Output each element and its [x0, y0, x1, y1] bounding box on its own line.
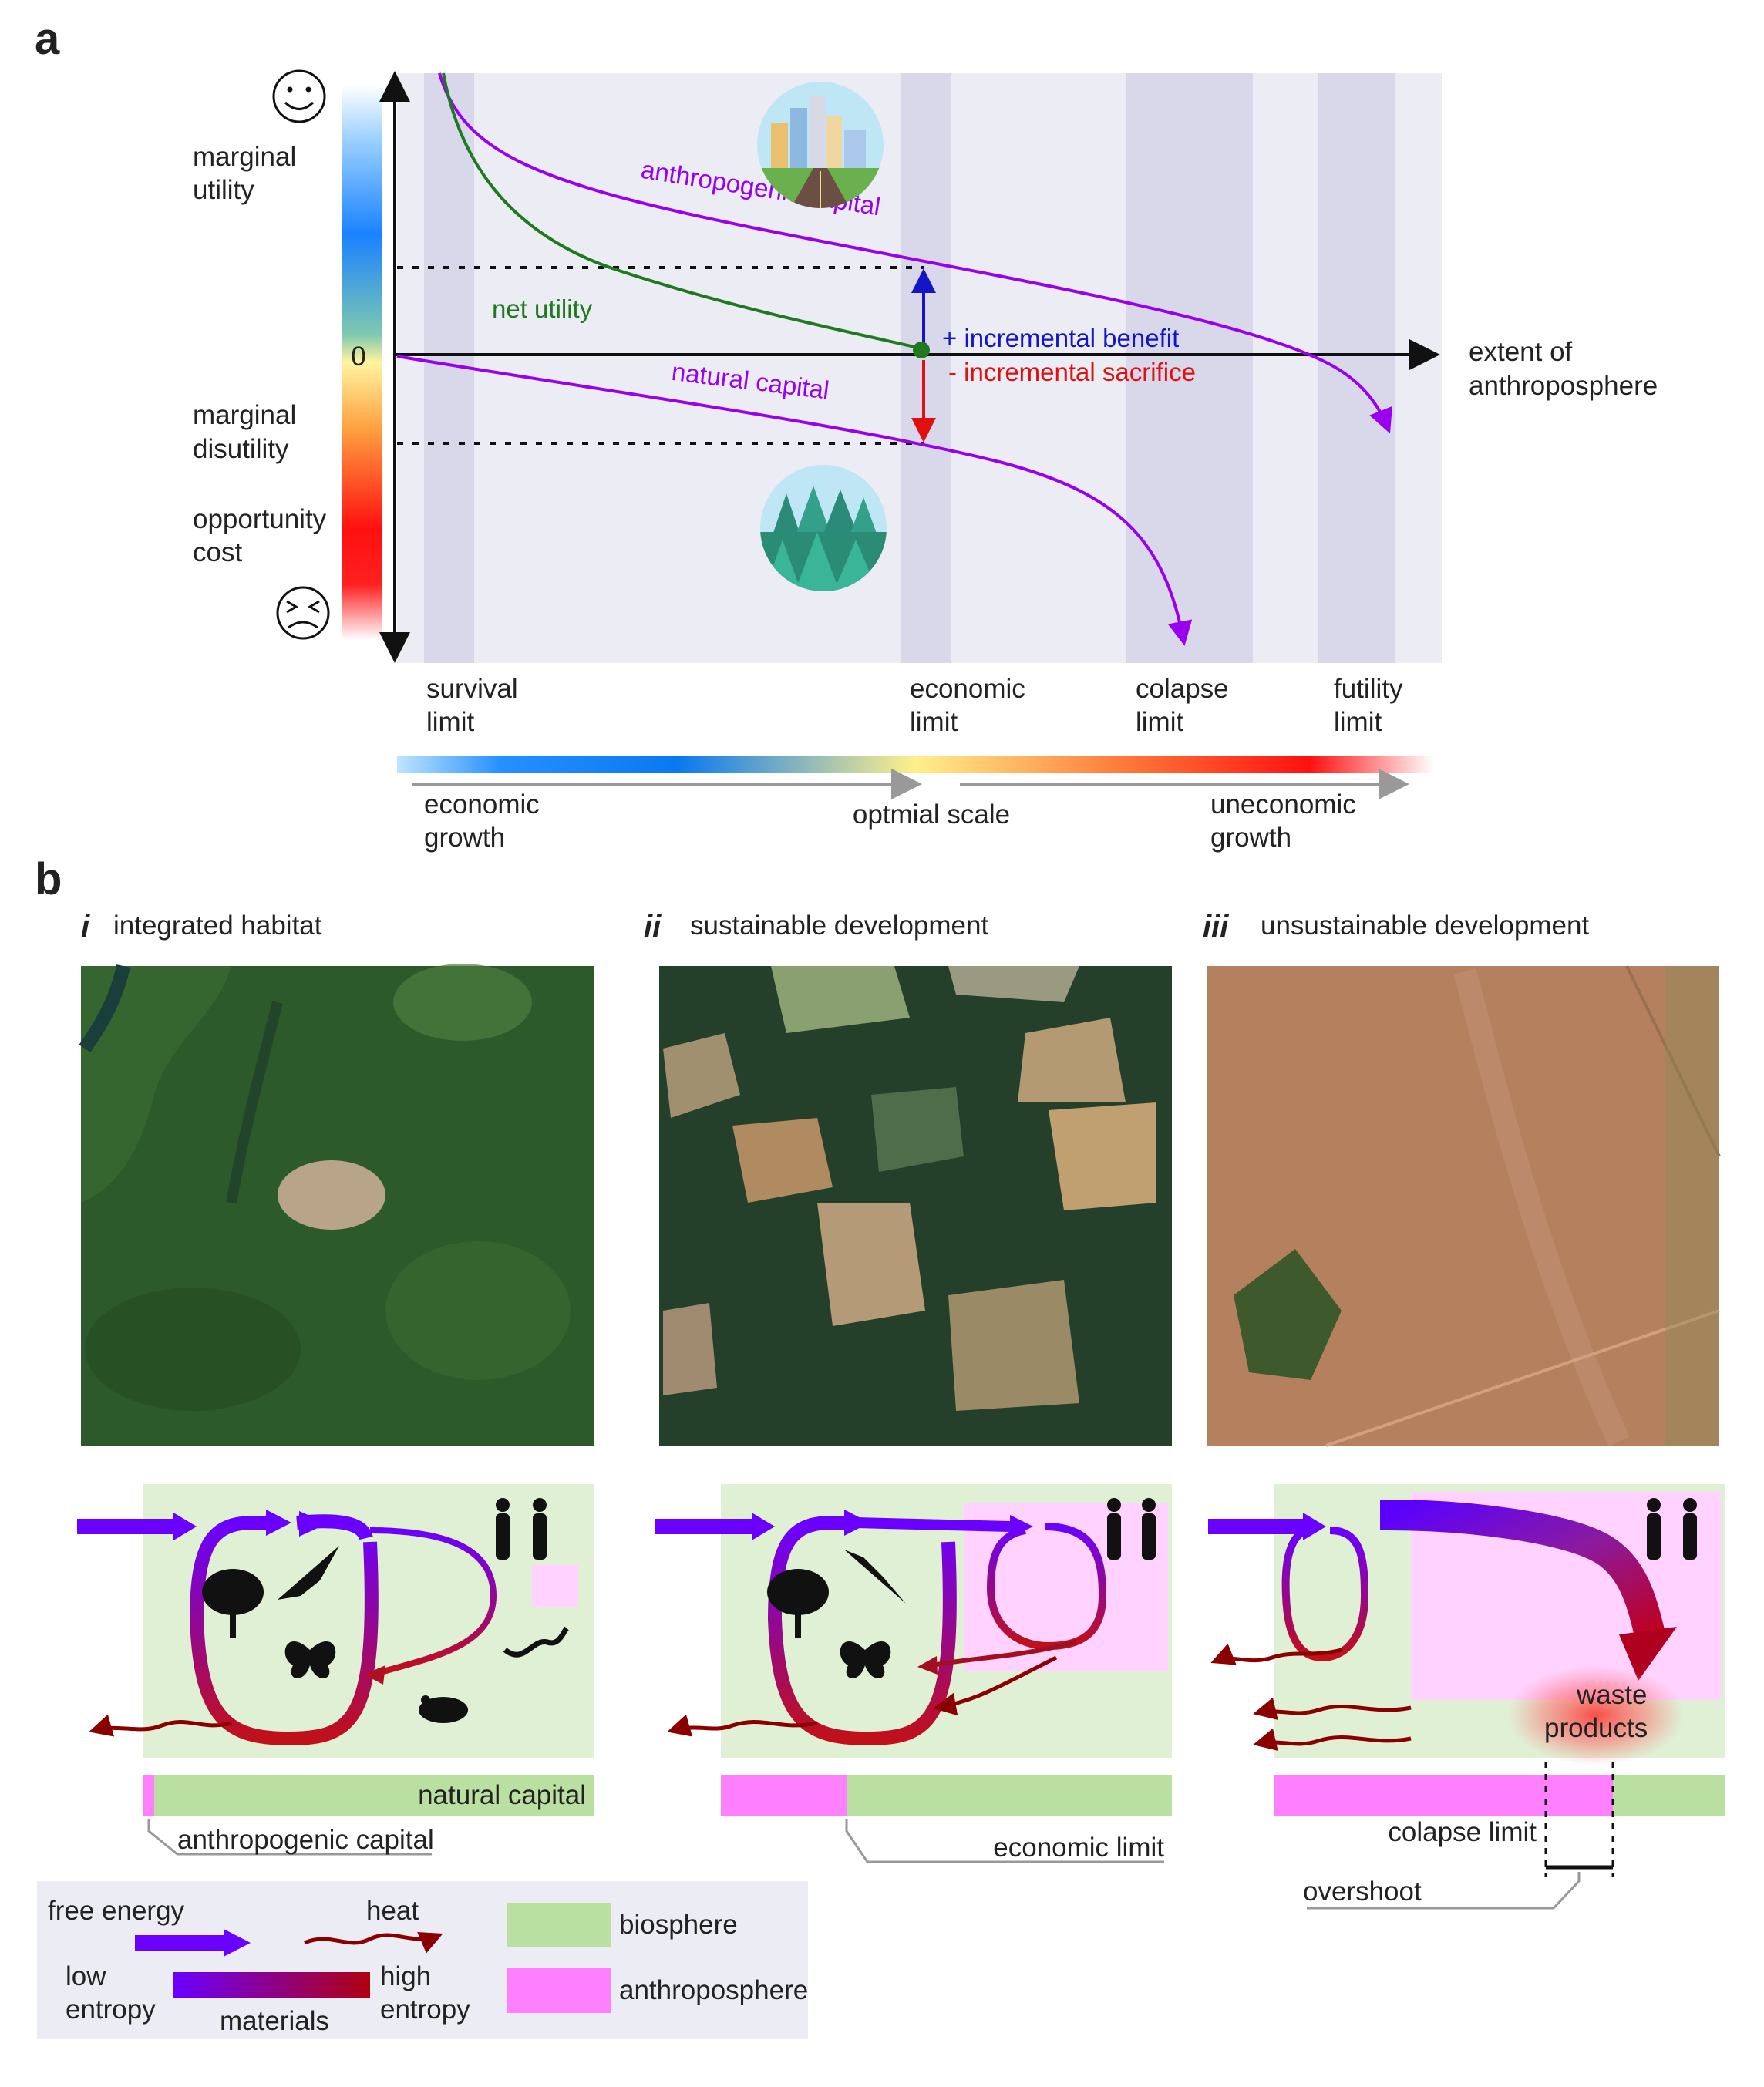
frog-icon [419, 1695, 468, 1723]
uneconomic-growth-label-2: growth [1210, 823, 1291, 853]
legend-anthroposphere-swatch [507, 1968, 611, 2013]
economic-limit-label-1: economic [910, 674, 1025, 704]
waste-label-2: products [1544, 1713, 1648, 1743]
legend-anthroposphere-label: anthroposphere [619, 1975, 808, 2005]
people-icon-ii [1107, 1498, 1156, 1560]
legend-low-entropy-1: low [66, 1961, 106, 1991]
legend-high-entropy-2: entropy [380, 1994, 470, 2025]
sub-i-number: i [81, 910, 90, 944]
incremental-sacrifice-label: - incremental sacrifice [948, 358, 1196, 386]
incremental-benefit-label: + incremental benefit [942, 324, 1179, 352]
tree-icon-ii [767, 1569, 829, 1638]
legend-background [37, 1881, 808, 2039]
economic-limit-bar-label: economic limit [993, 1833, 1164, 1863]
colapse-limit-bar-label: colapse limit [1388, 1817, 1537, 1847]
people-icon-iii [1647, 1498, 1697, 1560]
economic-limit-label-2: limit [910, 707, 958, 737]
marginal-utility-label-2: utility [193, 175, 254, 205]
satellite-image-mosaic [659, 966, 1172, 1446]
energy-flow-diagram-i [77, 1510, 497, 1746]
waste-glow [1507, 1665, 1685, 1766]
survival-limit-label-2: limit [426, 707, 474, 737]
futility-limit-band [1318, 73, 1395, 663]
anthropogenic-capital-curve [438, 72, 1392, 434]
anthropogenic-leader-line [147, 1819, 432, 1856]
sub-ii-number: ii [644, 910, 662, 944]
colapse-limit-label-1: colapse [1136, 674, 1229, 704]
snake-icon [503, 1626, 569, 1658]
optimum-point [913, 342, 930, 358]
legend-heat-arrow [304, 1932, 443, 1954]
natural-capital-curve [396, 355, 1193, 646]
waste-label-1: waste [1576, 1680, 1647, 1710]
anthroposphere-area-i [532, 1565, 578, 1607]
uneconomic-growth-label-1: uneconomic [1210, 789, 1356, 820]
futility-limit-label-2: limit [1334, 707, 1382, 737]
unhappy-face-icon [276, 586, 330, 640]
capital-bar-iii-anthropogenic [1274, 1775, 1613, 1816]
marginal-disutility-label-2: disutility [193, 434, 289, 464]
sub-iii-number: iii [1203, 910, 1229, 944]
eagle-icon-ii [844, 1550, 906, 1604]
futility-limit-label-1: futility [1334, 674, 1403, 704]
panel-b-letter: b [35, 854, 62, 904]
satellite-image-forest [79, 964, 594, 1446]
legend-biosphere-swatch [507, 1903, 611, 1947]
anthropogenic-capital-bar-label: anthropogenic capital [177, 1825, 434, 1855]
x-axis-label-2: anthroposphere [1469, 371, 1658, 401]
natural-capital-bar-label: natural capital [418, 1780, 586, 1810]
tree-icon [202, 1569, 264, 1638]
net-utility-curve [442, 72, 922, 350]
legend-low-entropy-2: entropy [66, 1994, 156, 2025]
economic-limit-band [901, 73, 951, 663]
economic-growth-label-2: growth [424, 823, 505, 853]
legend-high-entropy-1: high [380, 1961, 431, 1991]
overshoot-leader-line [1307, 1872, 1581, 1910]
marginal-disutility-label-1: marginal [193, 400, 296, 430]
sub-ii-title: sustainable development [690, 911, 988, 941]
eagle-icon [278, 1546, 339, 1600]
x-axis-label-1: extent of [1469, 337, 1573, 367]
economic-limit-leader-line [845, 1819, 1164, 1863]
energy-flow-diagram-iii [1208, 1500, 1685, 1766]
legend-free-energy-label: free energy [48, 1896, 185, 1926]
scale-color-bar [397, 756, 1434, 773]
legend-heat-label: heat [366, 1896, 419, 1926]
butterfly-icon-ii [840, 1641, 891, 1678]
survival-limit-label-1: survival [426, 674, 518, 704]
zero-label: 0 [351, 342, 365, 372]
capital-bar-i-natural [143, 1775, 594, 1816]
legend: free energy heat low entropy materials h… [37, 1881, 808, 2039]
sub-iii-title: unsustainable development [1261, 911, 1589, 941]
capital-bar-ii-anthropogenic [721, 1775, 847, 1816]
happy-face-icon [272, 69, 326, 123]
people-icon-i [496, 1498, 547, 1560]
capital-bar-i-anthropogenic [143, 1775, 154, 1816]
legend-materials-label: materials [220, 2006, 329, 2036]
colapse-limit-band [1126, 73, 1253, 663]
city-icon [757, 82, 884, 208]
satellite-image-cropland [1207, 965, 1721, 1447]
panel-a-letter: a [35, 14, 60, 64]
butterfly-icon [284, 1641, 336, 1678]
opportunity-cost-label-2: cost [193, 537, 242, 567]
sub-i-title: integrated habitat [113, 911, 322, 941]
legend-materials-bar [173, 1972, 370, 1998]
opportunity-cost-label-1: opportunity [193, 504, 327, 534]
energy-flow-diagram-ii [655, 1510, 1107, 1746]
overshoot-label: overshoot [1303, 1877, 1422, 1907]
utility-color-bar [342, 85, 382, 640]
legend-biosphere-label: biosphere [619, 1910, 738, 1940]
economic-growth-label-1: economic [424, 789, 540, 820]
colapse-limit-label-2: limit [1136, 707, 1183, 737]
optimal-scale-label: optmial scale [853, 799, 1010, 830]
net-utility-label: net utility [492, 295, 593, 323]
marginal-utility-label-1: marginal [193, 142, 296, 172]
panel-a-chart: marginal utility 0 marginal disutility o… [193, 69, 1658, 853]
